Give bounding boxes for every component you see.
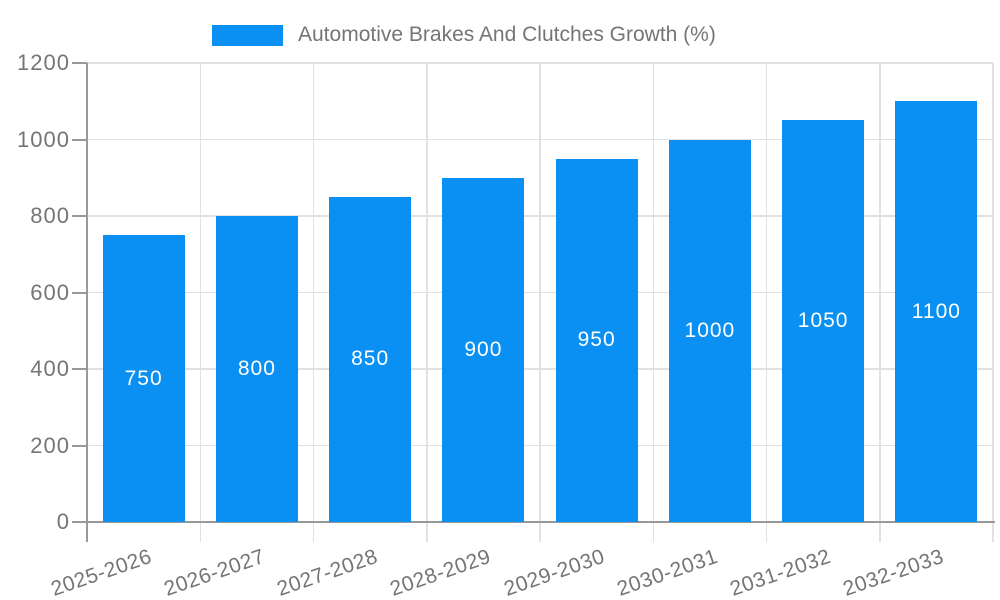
x-axis-line [87, 521, 995, 523]
bar-value-label: 1100 [911, 299, 961, 323]
y-axis-tick [72, 138, 87, 141]
bar[interactable]: 1000 [668, 139, 751, 522]
y-axis-tick [72, 62, 87, 64]
gridline-vertical [765, 63, 768, 542]
bar-value-label: 900 [464, 337, 503, 361]
bar[interactable]: 750 [102, 235, 185, 522]
gridline-vertical [992, 63, 994, 542]
bar[interactable]: 850 [329, 196, 412, 522]
bar[interactable]: 800 [215, 216, 298, 522]
y-axis-label: 1000 [17, 126, 70, 152]
bar-value-label: 750 [124, 366, 163, 390]
y-axis-tick [72, 291, 87, 294]
y-axis-tick [72, 444, 87, 447]
gridline-vertical [199, 63, 201, 542]
legend-label: Automotive Brakes And Clutches Growth (%… [298, 23, 716, 46]
y-axis-tick [72, 368, 87, 370]
gridline-vertical [652, 63, 654, 542]
bar-value-label: 850 [351, 347, 390, 371]
y-axis-tick [72, 215, 87, 217]
y-axis-label: 1200 [17, 50, 70, 75]
y-axis-tick [72, 521, 87, 523]
bar[interactable]: 1050 [782, 120, 865, 522]
gridline-vertical [312, 63, 315, 542]
legend-swatch [212, 24, 283, 46]
y-axis-label: 200 [30, 432, 70, 458]
y-axis-label: 0 [56, 509, 70, 534]
gridline-vertical [539, 63, 541, 542]
y-axis-label: 400 [30, 356, 70, 381]
bar[interactable]: 1100 [895, 101, 978, 522]
legend[interactable]: Automotive Brakes And Clutches Growth (%… [212, 23, 716, 47]
bar-value-label: 1000 [684, 318, 736, 342]
bar[interactable]: 950 [555, 158, 638, 522]
bar-value-label: 1050 [797, 309, 849, 333]
gridline-vertical [426, 63, 428, 542]
bar[interactable]: 900 [442, 177, 525, 522]
gridline-vertical [879, 63, 881, 542]
bar-value-label: 800 [237, 357, 276, 380]
bar-value-label: 950 [577, 328, 616, 352]
y-axis-label: 600 [30, 279, 70, 305]
y-axis-line [86, 63, 88, 542]
y-axis-label: 800 [30, 203, 70, 228]
